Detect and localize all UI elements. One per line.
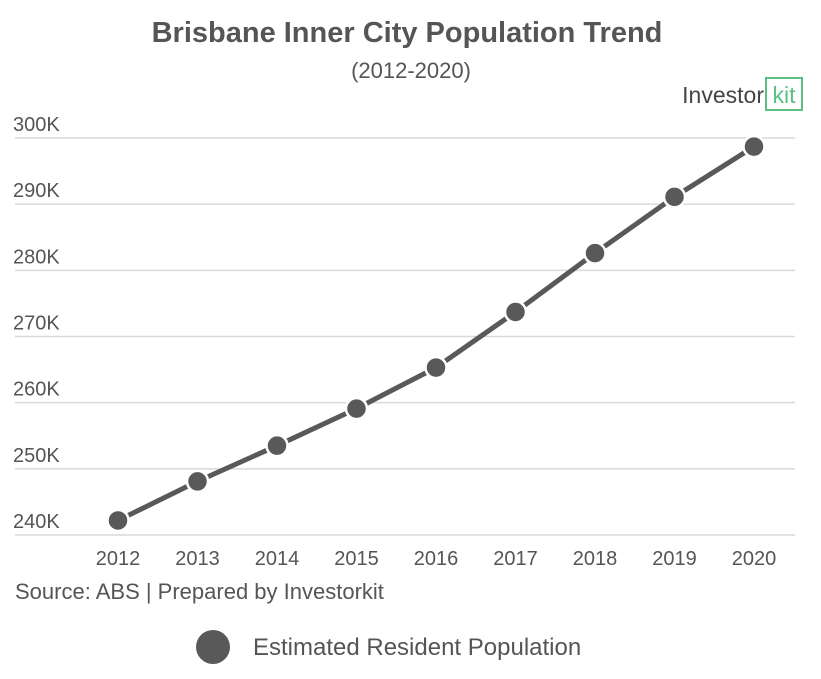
x-tick-label: 2016 <box>414 548 459 570</box>
y-tick-label: 280K <box>13 246 60 268</box>
data-point <box>742 134 766 159</box>
x-tick-label: 2020 <box>732 548 777 570</box>
y-tick-label: 290K <box>13 180 60 202</box>
data-point <box>662 185 687 209</box>
source-note: Source: ABS | Prepared by Investorkit <box>15 579 384 604</box>
x-tick-label: 2019 <box>652 548 697 570</box>
x-tick-label: 2017 <box>493 548 538 570</box>
legend-marker <box>196 630 230 664</box>
chart-subtitle: (2012-2020) <box>351 58 471 83</box>
data-point <box>583 241 607 265</box>
series-estimated-resident-population <box>106 134 766 533</box>
y-tick-label: 300K <box>13 114 60 136</box>
legend: Estimated Resident Population <box>196 630 581 664</box>
data-point <box>265 433 289 458</box>
series-line <box>115 144 757 523</box>
y-tick-label: 240K <box>13 511 60 533</box>
grid-lines <box>15 137 795 536</box>
y-tick-label: 260K <box>13 379 60 401</box>
y-tick-label: 270K <box>13 313 60 335</box>
x-tick-label: 2013 <box>175 548 220 570</box>
logo-text: Investor <box>682 82 764 108</box>
y-axis: 240K 250K 260K 270K 280K 290K 300K <box>13 114 60 533</box>
data-point <box>424 355 448 380</box>
data-point <box>185 469 210 494</box>
y-tick-label: 250K <box>13 445 60 467</box>
x-tick-label: 2014 <box>255 548 300 570</box>
data-point <box>503 300 528 324</box>
data-point <box>106 508 130 533</box>
chart-title: Brisbane Inner City Population Trend <box>152 17 663 49</box>
x-axis: 2012 2013 2014 2015 2016 2017 2018 2019 2020 <box>96 548 777 570</box>
investorkit-logo: Investor kit <box>682 77 803 111</box>
data-point <box>344 396 369 421</box>
x-tick-label: 2018 <box>573 548 618 570</box>
legend-label: Estimated Resident Population <box>253 634 581 661</box>
logo-kit-text: kit <box>773 82 797 108</box>
x-tick-label: 2012 <box>96 548 141 570</box>
x-tick-label: 2015 <box>334 548 379 570</box>
logo-kit-box <box>765 77 803 111</box>
